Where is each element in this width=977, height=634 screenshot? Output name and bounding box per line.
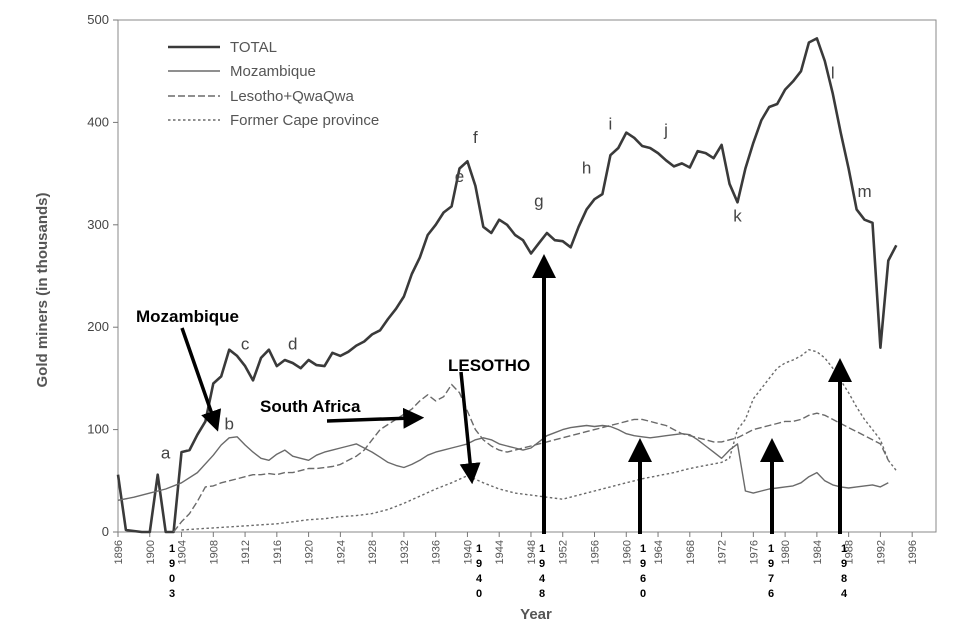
series-lines xyxy=(116,37,898,534)
x-tick-label: 1980 xyxy=(780,540,792,564)
y-tick-label: 0 xyxy=(102,524,109,539)
point-label-f: f xyxy=(473,128,478,147)
x-tick-label: 1928 xyxy=(367,540,379,564)
point-label-l: l xyxy=(831,63,835,82)
point-label-k: k xyxy=(733,207,742,226)
x-axis-label: Year xyxy=(520,606,552,623)
x-tick-label: 1932 xyxy=(399,540,411,564)
plot-area xyxy=(117,19,937,533)
x-tick-label: 1968 xyxy=(685,540,697,564)
point-label-a: a xyxy=(161,443,171,462)
x-tick-label: 1948 xyxy=(526,540,538,564)
point-label-c: c xyxy=(241,335,250,354)
arrow-mozambique xyxy=(180,327,222,432)
x-tick-label: 1976 xyxy=(748,540,760,564)
x-tick-label: 1924 xyxy=(335,540,347,564)
arrow-south-africa xyxy=(326,407,425,429)
series-line-mozambique xyxy=(117,424,889,501)
y-tick-label: 200 xyxy=(87,319,109,334)
series-line-former-cape-province xyxy=(181,349,897,531)
x-tick-label: 1912 xyxy=(240,540,252,564)
x-tick-label: 1984 xyxy=(812,540,824,564)
x-tick-label: 1908 xyxy=(208,540,220,564)
point-label-m: m xyxy=(857,182,871,201)
point-label-j: j xyxy=(663,121,668,140)
x-tick-label: 1900 xyxy=(145,540,157,564)
x-tick-label: 1920 xyxy=(304,540,316,564)
annotation-south-africa: South Africa xyxy=(260,397,361,416)
y-axis-label: Gold miners (in thousands) xyxy=(34,192,51,387)
y-tick-label: 400 xyxy=(87,114,109,129)
x-tick-label: 1956 xyxy=(590,540,602,564)
x-tick-label: 1896 xyxy=(113,540,125,564)
y-tick-label: 500 xyxy=(87,12,109,27)
point-label-d: d xyxy=(288,335,297,354)
arrow-lesotho xyxy=(459,371,481,485)
x-tick-label: 1988 xyxy=(844,540,856,564)
legend: TOTAL Mozambique Lesotho+QwaQwa Former C… xyxy=(168,39,379,129)
x-tick-label: 1996 xyxy=(907,540,919,564)
annotation-lesotho: LESOTHO xyxy=(448,356,530,375)
point-labels: a b c d e f g h i j k l m xyxy=(161,63,872,462)
legend-label-total: TOTAL xyxy=(230,39,277,56)
y-tick-label: 300 xyxy=(87,217,109,232)
x-axis-ticks: 1896 1900 1904 1908 1912 1916 1920 1924 1928 1932… xyxy=(113,532,919,564)
series-line-lesotho-qwaqwa xyxy=(173,383,889,533)
y-tick-label: 100 xyxy=(87,422,109,437)
x-tick-label: 1952 xyxy=(558,540,570,564)
annotation-arrows xyxy=(180,254,852,534)
point-label-b: b xyxy=(224,415,233,434)
x-tick-label: 1940 xyxy=(462,540,474,564)
vertical-year-labels: 1 9 0 3 1 9 4 0 1 9 4 8 1 9 6 0 1 9 7 6 1 9 8 4 xyxy=(169,543,848,600)
x-tick-label: 1916 xyxy=(272,540,284,564)
legend-label-lesotho: Lesotho+QwaQwa xyxy=(230,88,354,105)
x-tick-label: 1944 xyxy=(494,540,506,564)
point-label-h: h xyxy=(582,159,591,178)
legend-label-mozambique: Mozambique xyxy=(230,63,316,80)
point-label-e: e xyxy=(455,167,464,186)
x-tick-label: 1992 xyxy=(875,540,887,564)
x-tick-label: 1972 xyxy=(717,540,729,564)
legend-label-cape: Former Cape province xyxy=(230,112,379,129)
x-tick-label: 1936 xyxy=(431,540,443,564)
point-label-g: g xyxy=(534,191,543,210)
series-line-total xyxy=(116,37,898,534)
y-axis-ticks: 0 100 200 300 400 500 xyxy=(87,12,118,539)
x-tick-label: 1960 xyxy=(621,540,633,564)
point-label-i: i xyxy=(608,115,612,134)
x-tick-label: 1904 xyxy=(177,540,189,564)
x-tick-label: 1964 xyxy=(653,540,665,564)
annotation-mozambique: Mozambique xyxy=(136,307,239,326)
